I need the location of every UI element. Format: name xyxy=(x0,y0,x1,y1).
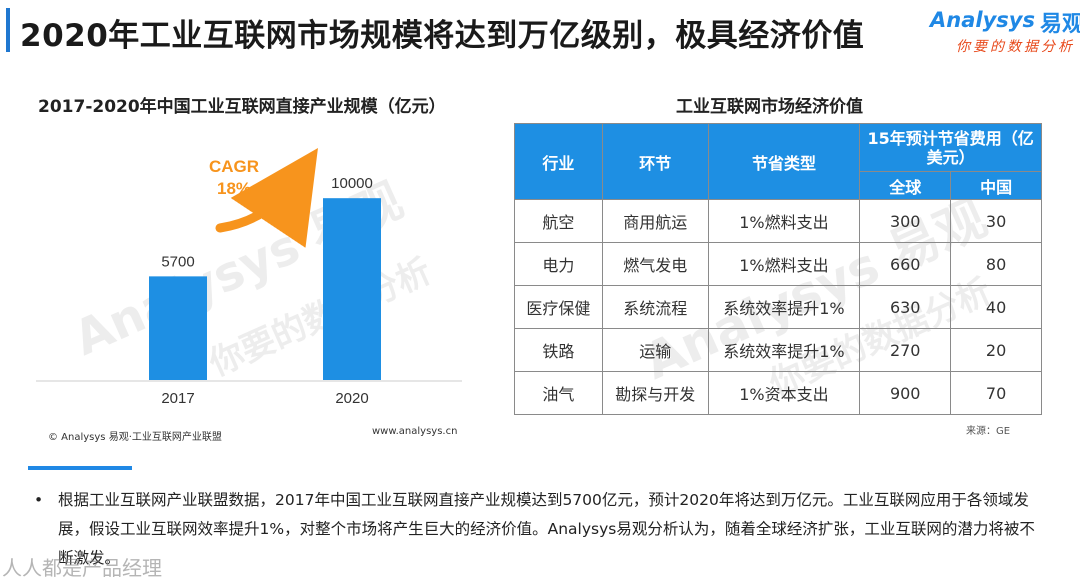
table-row: 油气 勘探与开发 1%资本支出 900 70 xyxy=(514,371,1042,415)
data-label-2017: 5700 xyxy=(161,253,194,270)
header-global: 全球 xyxy=(859,171,952,200)
summary-accent-line xyxy=(28,466,132,470)
cell-global: 630 xyxy=(859,285,952,329)
cell-industry: 电力 xyxy=(514,242,603,286)
cell-global: 300 xyxy=(859,199,952,243)
cell-industry: 铁路 xyxy=(514,328,603,372)
cell-industry: 航空 xyxy=(514,199,603,243)
cell-segment: 运输 xyxy=(601,328,709,372)
cell-industry: 油气 xyxy=(514,371,603,415)
table-row: 医疗保健 系统流程 系统效率提升1% 630 40 xyxy=(514,285,1042,329)
chart-source-note: © Analysys 易观·工业互联网产业联盟 xyxy=(48,432,222,443)
x-tick-label-2020: 2020 xyxy=(335,390,368,407)
header-industry: 行业 xyxy=(514,123,603,200)
cagr-value: 18% xyxy=(217,179,251,198)
cell-saving-type: 1%燃料支出 xyxy=(707,199,861,243)
cell-global: 660 xyxy=(859,242,952,286)
table-row: 铁路 运输 系统效率提升1% 270 20 xyxy=(514,328,1042,372)
cell-segment: 勘探与开发 xyxy=(601,371,709,415)
x-tick-label-2017: 2017 xyxy=(161,390,194,407)
summary-paragraph: • 根据工业互联网产业联盟数据，2017年中国工业互联网直接产业规模达到5700… xyxy=(34,486,1044,573)
header-china: 中国 xyxy=(950,171,1042,200)
cell-saving-type: 系统效率提升1% xyxy=(707,285,861,329)
bar-2017 xyxy=(149,276,207,380)
table-source-note: 来源：GE xyxy=(966,426,1011,437)
logo-tagline: 你要的数据分析 xyxy=(956,39,1075,55)
cell-china: 80 xyxy=(950,242,1042,286)
cell-china: 70 xyxy=(950,371,1042,415)
logo-en: Analysys xyxy=(930,8,1035,32)
cell-global: 900 xyxy=(859,371,952,415)
cell-china: 40 xyxy=(950,285,1042,329)
table-row: 电力 燃气发电 1%燃料支出 660 80 xyxy=(514,242,1042,286)
header-saving-type: 节省类型 xyxy=(707,123,861,200)
chart-title: 2017-2020年中国工业互联网直接产业规模（亿元） xyxy=(38,97,446,117)
cell-china: 30 xyxy=(950,199,1042,243)
cagr-arrow-icon xyxy=(215,148,318,248)
analysys-logo: Analysys 易观 你要的数据分析 xyxy=(930,6,1080,58)
header-segment: 环节 xyxy=(601,123,709,200)
cell-segment: 燃气发电 xyxy=(601,242,709,286)
cell-saving-type: 1%燃料支出 xyxy=(707,242,861,286)
header-forecast: 15年预计节省费用（亿美元） xyxy=(859,123,1042,172)
cell-industry: 医疗保健 xyxy=(514,285,603,329)
cagr-label: CAGR xyxy=(209,157,259,176)
bar-2020 xyxy=(323,198,381,380)
economic-value-table: 行业 环节 节省类型 15年预计节省费用（亿美元） 全球 中国 航空 商用航运 … xyxy=(514,123,1042,415)
summary-text: 根据工业互联网产业联盟数据，2017年中国工业互联网直接产业规模达到5700亿元… xyxy=(58,491,1035,567)
bar-chart: 5700 2017 10000 2020 CAGR 18% xyxy=(36,148,462,407)
logo-cn: 易观 xyxy=(1040,12,1080,37)
corner-watermark: 人人都是产品经理 xyxy=(2,556,162,580)
cell-china: 20 xyxy=(950,328,1042,372)
cell-segment: 系统流程 xyxy=(601,285,709,329)
chart-url: www.analysys.cn xyxy=(372,426,458,437)
table-title: 工业互联网市场经济价值 xyxy=(676,97,863,117)
data-label-2020: 10000 xyxy=(331,175,373,192)
cell-global: 270 xyxy=(859,328,952,372)
table-row: 航空 商用航运 1%燃料支出 300 30 xyxy=(514,199,1042,243)
bullet-icon: • xyxy=(34,491,44,509)
cell-segment: 商用航运 xyxy=(601,199,709,243)
cell-saving-type: 系统效率提升1% xyxy=(707,328,861,372)
title-accent-bar xyxy=(6,8,10,52)
cell-saving-type: 1%资本支出 xyxy=(707,371,861,415)
page-title: 2020年工业互联网市场规模将达到万亿级别，极具经济价值 xyxy=(20,18,865,54)
